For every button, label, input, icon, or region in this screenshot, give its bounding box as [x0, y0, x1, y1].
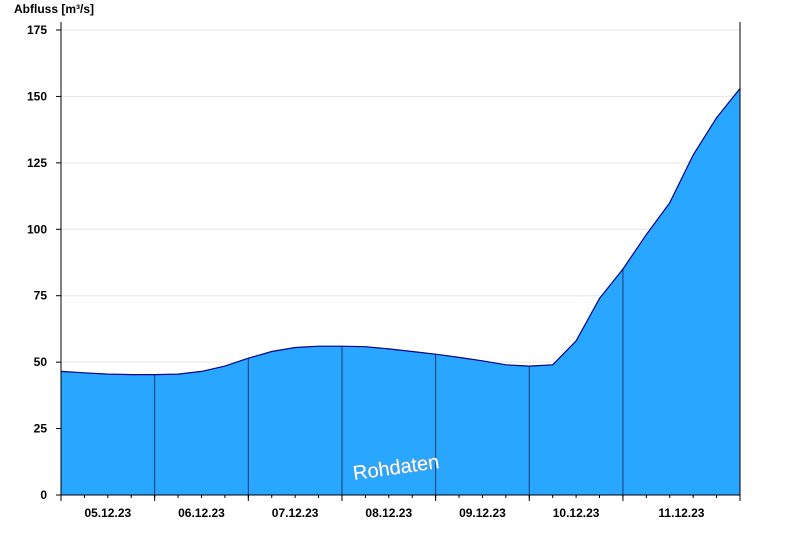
- discharge-line: [60, 88, 741, 376]
- y-tick-label: 150: [27, 89, 47, 103]
- x-tick-label: 08.12.23: [365, 506, 412, 520]
- y-tick-label: 100: [27, 222, 47, 236]
- discharge-area: [61, 88, 740, 495]
- y-axis-title: Abfluss [m³/s]: [14, 2, 94, 16]
- x-axis-ticks: 05.12.23 06.12.23 07.12.23 08.12.23 09.12.23…: [60, 495, 741, 520]
- x-tick-label: 06.12.23: [178, 506, 225, 520]
- y-tick-label: 25: [34, 422, 48, 436]
- y-tick-label: 75: [34, 289, 48, 303]
- day-dividers: [154, 269, 624, 495]
- axes: [60, 22, 741, 496]
- y-tick-label: 175: [27, 23, 47, 37]
- gridlines: [61, 29, 740, 430]
- x-tick-label: 09.12.23: [459, 506, 506, 520]
- y-axis-ticks: 0 25 50 75 100 125 150 175: [27, 23, 61, 502]
- y-tick-label: 0: [40, 488, 47, 502]
- y-tick-label: 125: [27, 156, 47, 170]
- y-tick-label: 50: [34, 355, 48, 369]
- x-tick-label: 07.12.23: [272, 506, 319, 520]
- x-tick-label: 10.12.23: [553, 506, 600, 520]
- x-tick-label: 11.12.23: [658, 506, 704, 520]
- x-tick-label: 05.12.23: [84, 506, 131, 520]
